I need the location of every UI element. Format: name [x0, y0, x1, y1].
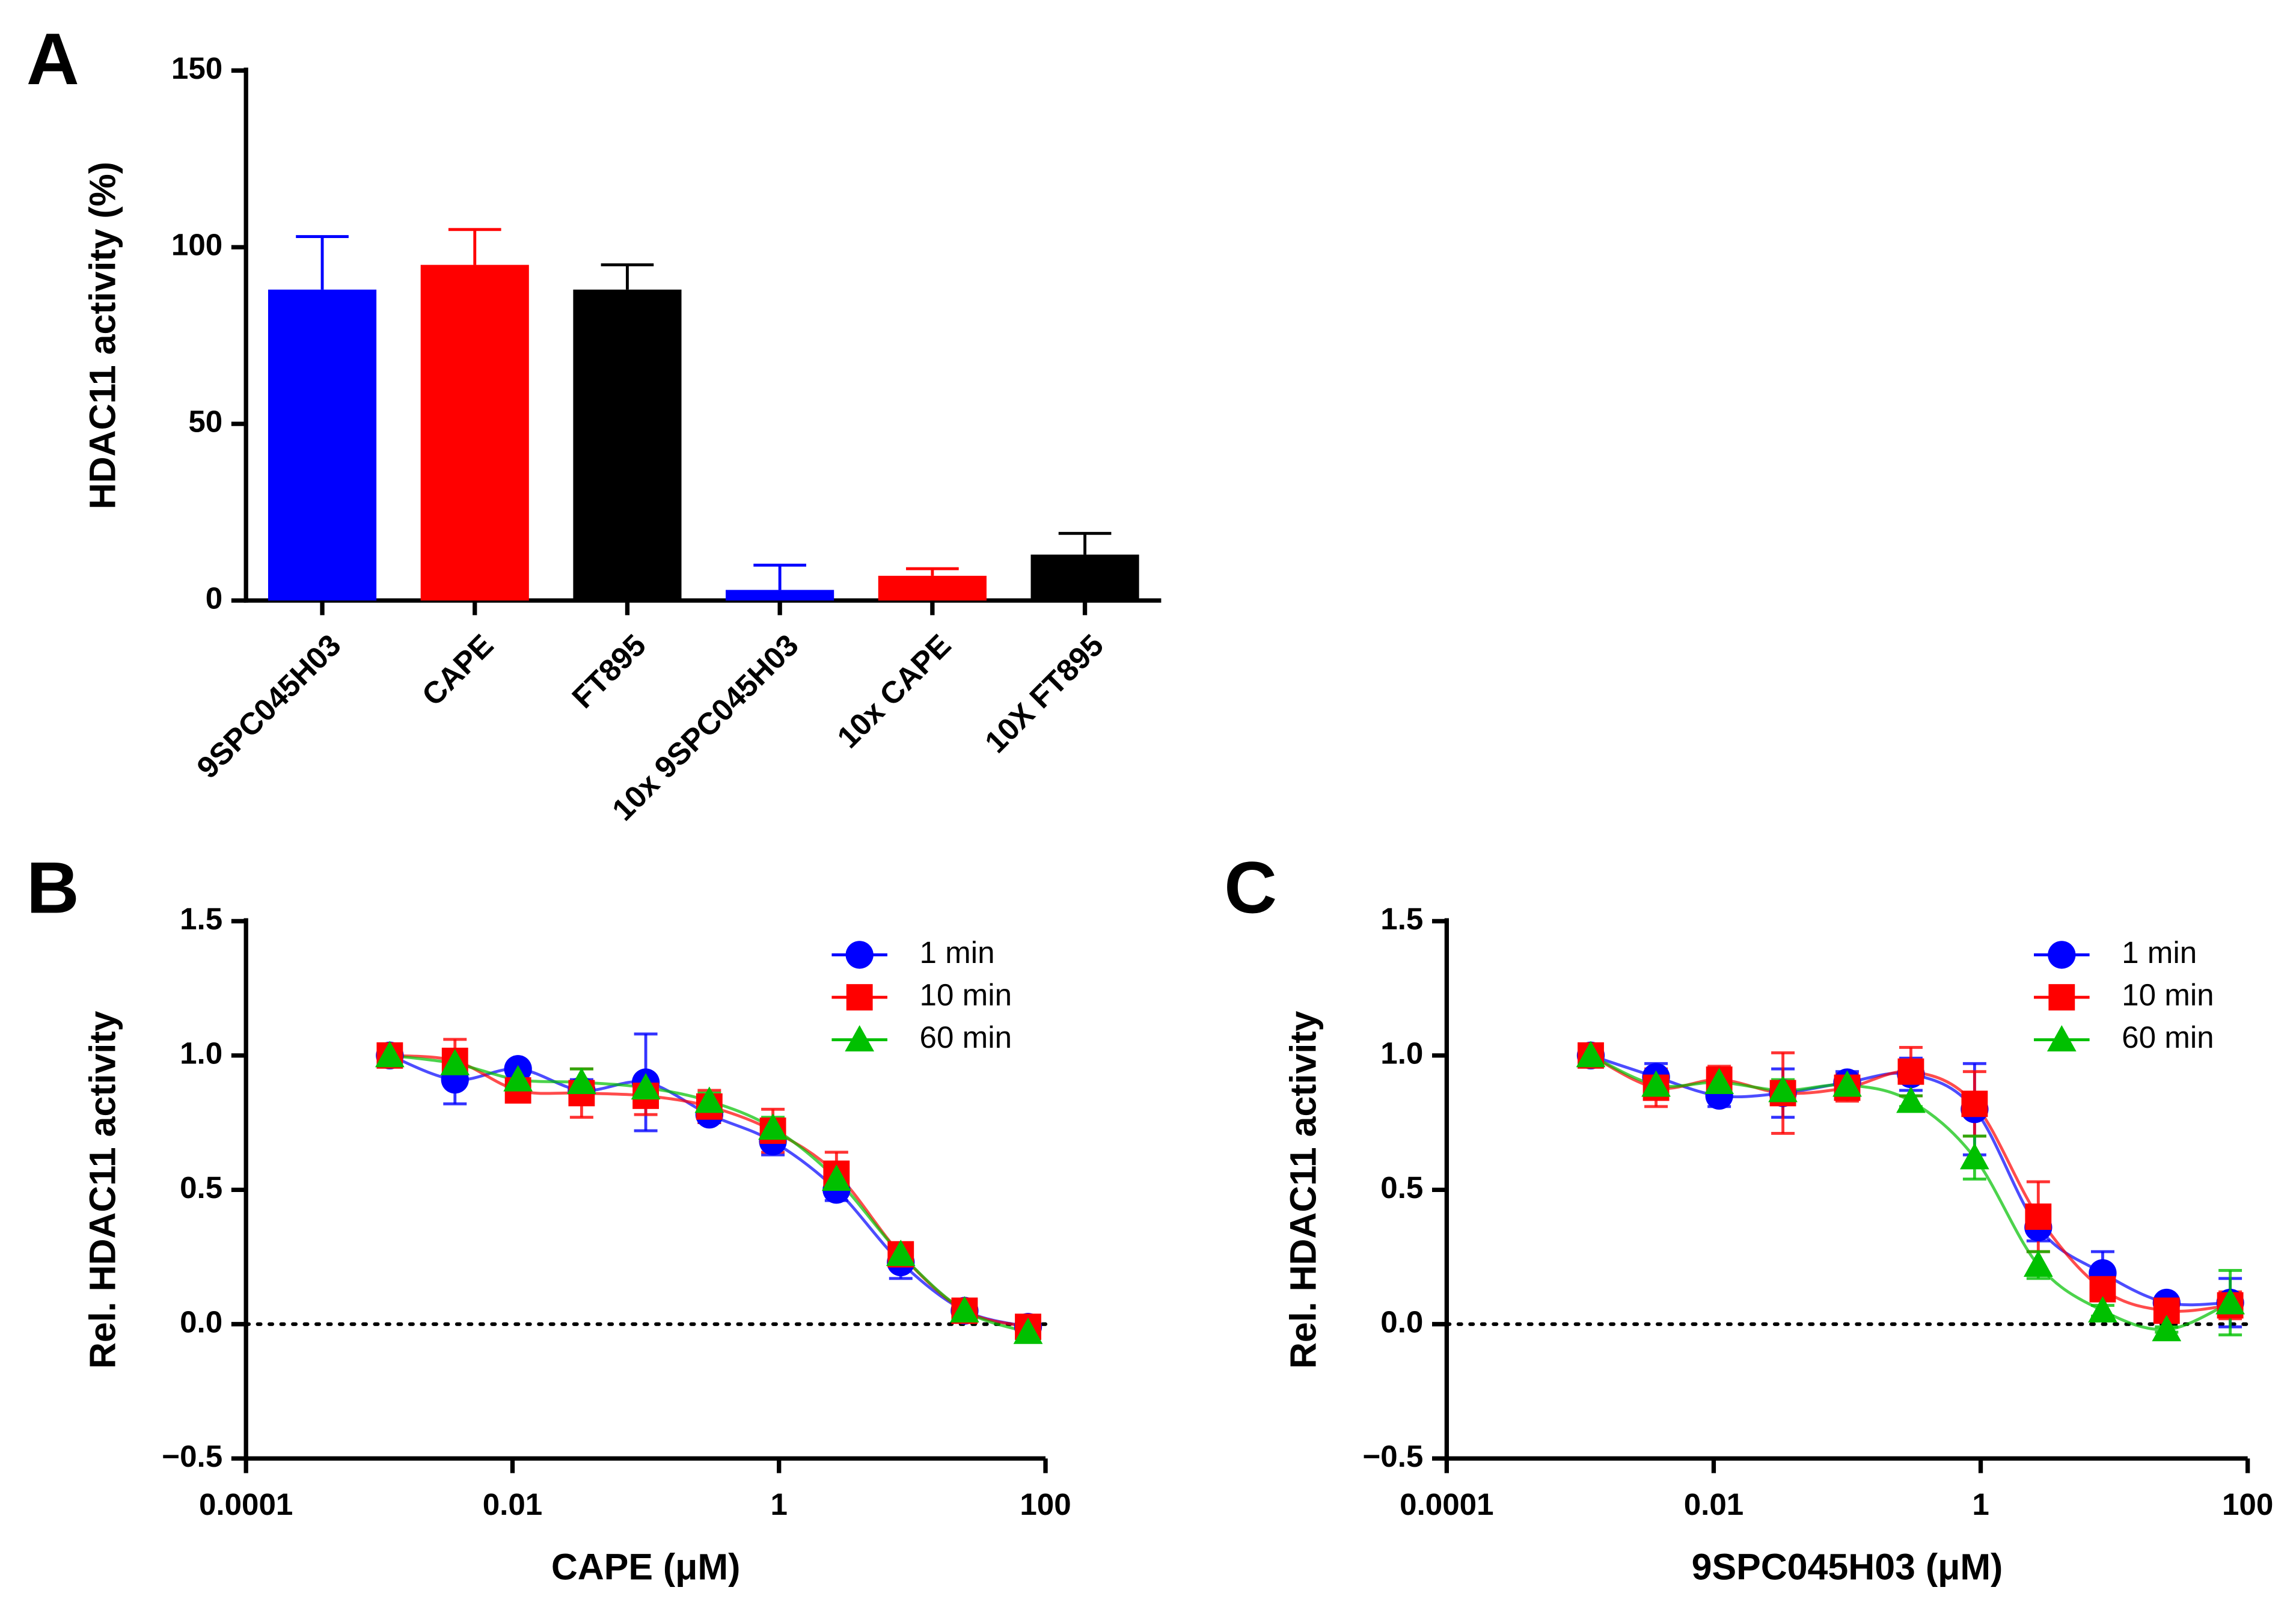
x-tick-label: 0.01 [483, 1487, 543, 1521]
marker [2152, 1315, 2182, 1342]
y-tick-label: 0 [206, 581, 222, 616]
marker [631, 1073, 661, 1099]
legend-label: 10 min [920, 978, 1012, 1012]
marker [950, 1296, 979, 1322]
y-tick-label: 0.5 [1380, 1170, 1423, 1205]
x-axis-label: 9SPC045H03 (μM) [1692, 1546, 2003, 1587]
marker [1704, 1068, 1734, 1095]
marker [758, 1113, 788, 1140]
legend-label: 1 min [920, 935, 995, 970]
marker [1960, 1143, 1989, 1170]
marker [1961, 1090, 1988, 1117]
y-tick-label: 1.5 [1380, 902, 1423, 936]
marker [2088, 1296, 2117, 1322]
marker [1896, 1086, 1926, 1113]
legend-marker [845, 941, 874, 969]
legend-marker [2048, 984, 2075, 1010]
marker [1576, 1041, 1606, 1068]
x-tick-label: 0.0001 [1400, 1487, 1493, 1521]
legend-marker [2047, 1025, 2077, 1052]
y-tick-label: 150 [171, 51, 222, 85]
y-tick-label: 1.0 [180, 1036, 222, 1070]
marker [1641, 1070, 1671, 1097]
marker [1832, 1070, 1862, 1097]
marker [567, 1068, 596, 1095]
y-tick-label: 0.0 [1380, 1304, 1423, 1339]
x-axis-label: CAPE (μM) [551, 1546, 741, 1587]
panel-label: B [26, 846, 79, 928]
y-tick-label: 100 [171, 228, 222, 262]
marker [694, 1086, 724, 1113]
y-axis-label: HDAC11 activity (%) [82, 162, 123, 510]
legend-marker [846, 984, 873, 1010]
x-tick-label: CAPE [415, 628, 500, 712]
marker [2023, 1250, 2053, 1277]
x-tick-label: 10x CAPE [830, 628, 957, 754]
x-tick-label: 10X FT895 [978, 628, 1110, 759]
x-tick-label: 1 [771, 1487, 788, 1521]
y-tick-label: 0.0 [180, 1304, 222, 1339]
marker [886, 1240, 916, 1267]
bar [726, 590, 834, 601]
legend-label: 60 min [2122, 1020, 2214, 1054]
panel-label: A [26, 18, 79, 100]
legend-label: 10 min [2122, 978, 2214, 1012]
marker [375, 1041, 405, 1068]
legend-label: 1 min [2122, 935, 2197, 970]
marker [2215, 1288, 2245, 1315]
y-tick-label: −0.5 [162, 1439, 222, 1473]
x-tick-label: 1 [1972, 1487, 1989, 1521]
x-tick-label: 0.0001 [199, 1487, 293, 1521]
y-axis-label: Rel. HDAC11 activity [82, 1010, 123, 1369]
y-tick-label: −0.5 [1362, 1439, 1423, 1473]
y-axis-label: Rel. HDAC11 activity [1283, 1010, 1324, 1369]
marker [503, 1065, 533, 1092]
bar [1030, 554, 1139, 601]
x-tick-label: 0.01 [1684, 1487, 1744, 1521]
x-tick-label: 9SPC045H03 [190, 628, 347, 784]
x-tick-label: 100 [2222, 1487, 2273, 1521]
legend-marker [845, 1025, 875, 1052]
marker [440, 1048, 470, 1075]
y-tick-label: 1.5 [180, 902, 222, 936]
y-tick-label: 1.0 [1380, 1036, 1423, 1070]
panel-label: C [1224, 846, 1277, 928]
marker [1897, 1058, 1924, 1085]
marker [2025, 1203, 2052, 1230]
y-tick-label: 50 [188, 405, 222, 439]
legend-label: 60 min [920, 1020, 1012, 1054]
bar [573, 289, 682, 601]
marker [1013, 1317, 1043, 1344]
marker [1768, 1075, 1798, 1102]
x-tick-label: 100 [1020, 1487, 1071, 1521]
legend-marker [2048, 941, 2076, 969]
x-tick-label: FT895 [565, 628, 652, 715]
bar [268, 289, 377, 601]
bar [420, 264, 529, 601]
y-tick-label: 0.5 [180, 1170, 222, 1205]
marker [821, 1164, 851, 1191]
bar [878, 575, 987, 601]
